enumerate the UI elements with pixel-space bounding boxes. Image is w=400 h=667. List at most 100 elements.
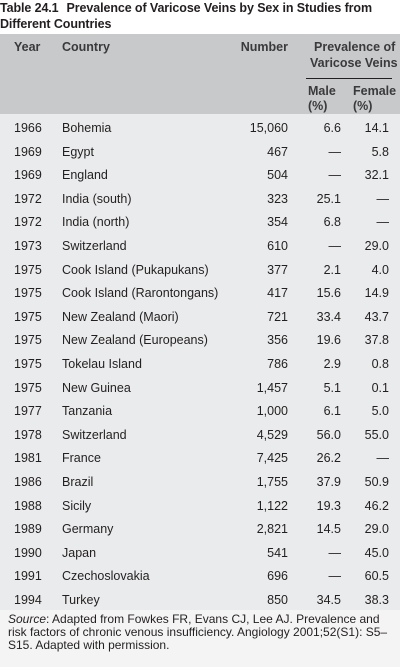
header-country: Country [62,40,110,54]
cell-male: 37.9 [316,475,341,489]
cell-female: 55.0 [364,427,389,442]
cell-country: England [62,168,108,183]
table-row: 1975 Cook Island (Pukapukans) 377 2.1 4.0 [0,259,400,283]
cell-male: 5.1 [323,380,341,395]
cell-number: 696 [267,569,288,584]
cell-female: 14.1 [364,121,389,135]
cell-female: — [376,191,390,206]
table-row: 1972 India (south) 323 25.1 — [0,188,400,212]
cell-country: Turkey [62,593,100,607]
cell-country: Sicily [62,498,92,513]
cell-male: — [328,545,342,560]
cell-number: 850 [267,593,288,607]
cell-male: 25.1 [316,191,341,206]
table-row: 1969 England 504 — 32.1 [0,164,400,188]
cell-country: France [62,451,101,466]
cell-female: 5.8 [371,144,389,159]
cell-country: Tokelau Island [62,357,142,371]
header-prevalence-line1: Prevalence of [314,40,396,54]
header-male-line1: Male [308,84,336,98]
cell-year: 1991 [14,569,42,584]
cell-number: 1,000 [256,404,288,419]
cell-year: 1972 [14,215,42,230]
table-row: 1975 New Guinea 1,457 5.1 0.1 [0,377,400,401]
cell-female: — [376,451,390,466]
cell-year: 1978 [14,427,42,442]
source-note: Source: Adapted from Fowkes FR, Evans CJ… [0,610,400,653]
cell-female: 45.0 [364,545,389,560]
cell-number: 541 [267,545,288,560]
cell-number: 377 [267,262,288,277]
table-row: 1978 Switzerland 4,529 56.0 55.0 [0,424,400,448]
cell-year: 1989 [14,522,42,537]
cell-male: 6.6 [323,121,341,135]
cell-year: 1973 [14,239,42,253]
cell-male: 34.5 [316,593,341,607]
cell-year: 1977 [14,404,42,419]
header-prevalence-line2: Varicose Veins [310,56,398,70]
cell-female: — [376,215,390,230]
table-row: 1989 Germany 2,821 14.5 29.0 [0,518,400,542]
cell-male: — [328,144,342,159]
table-row: 1990 Japan 541 — 45.0 [0,542,400,566]
table-footer: Source: Adapted from Fowkes FR, Evans CJ… [0,610,400,667]
table-row: 1975 Cook Island (Rarontongans) 417 15.6 14.… [0,282,400,306]
cell-female: 43.7 [364,309,389,324]
cell-year: 1969 [14,168,42,183]
cell-number: 4,529 [256,427,288,442]
cell-country: India (south) [62,191,132,206]
cell-female: 14.9 [364,286,389,301]
cell-male: 19.3 [316,498,341,513]
header-female-line1: Female [353,84,397,98]
cell-male: 2.1 [323,262,341,277]
table-row: 1981 France 7,425 26.2 — [0,447,400,471]
table-body: 1966 Bohemia 15,060 6.6 14.1 1969 Egypt 467 — 5.8… [0,114,400,610]
header-number: Number [240,40,288,54]
cell-country: Egypt [62,144,94,159]
cell-country: Japan [62,545,97,560]
cell-year: 1975 [14,380,42,395]
cell-male: 19.6 [316,333,341,348]
cell-male: 26.2 [316,451,341,466]
cell-country: Tanzania [62,404,113,419]
cell-year: 1975 [14,309,42,324]
cell-female: 0.1 [371,380,389,395]
cell-number: 1,122 [256,498,288,513]
cell-male: 14.5 [316,522,341,537]
table-row: 1969 Egypt 467 — 5.8 [0,141,400,165]
cell-female: 29.0 [364,239,389,253]
cell-number: 721 [267,309,288,324]
cell-number: 610 [267,239,288,253]
table-row: 1975 New Zealand (Europeans) 356 19.6 37.8 [0,329,400,353]
cell-number: 2,821 [256,522,288,537]
cell-male: — [328,239,342,253]
cell-number: 15,060 [249,121,288,135]
cell-male: 6.1 [323,404,341,419]
cell-country: New Guinea [62,380,131,395]
cell-number: 467 [267,144,288,159]
cell-male: — [328,569,342,584]
table-caption: Prevalence of Varicose Veins by Sex in S… [0,1,372,31]
table-row: 1975 New Zealand (Maori) 721 33.4 43.7 [0,306,400,330]
cell-number: 323 [267,191,288,206]
cell-number: 417 [267,286,288,301]
cell-female: 5.0 [371,404,389,419]
cell-female: 4.0 [371,262,389,277]
table-row: 1986 Brazil 1,755 37.9 50.9 [0,471,400,495]
cell-country: Switzerland [62,427,127,442]
cell-number: 7,425 [256,451,288,466]
cell-year: 1981 [14,451,42,466]
cell-number: 1,457 [256,380,288,395]
cell-country: Brazil [62,475,94,489]
table-title: Table 24.1 Prevalence of Varicose Veins b… [0,0,400,32]
cell-male: 2.9 [323,357,341,371]
cell-year: 1994 [14,593,42,607]
table-row: 1966 Bohemia 15,060 6.6 14.1 [0,117,400,141]
cell-country: Switzerland [62,239,127,253]
cell-year: 1972 [14,191,42,206]
cell-year: 1975 [14,262,42,277]
cell-male: 15.6 [316,286,341,301]
cell-year: 1990 [14,545,42,560]
header-divider [306,78,392,79]
table-row: 1972 India (north) 354 6.8 — [0,211,400,235]
